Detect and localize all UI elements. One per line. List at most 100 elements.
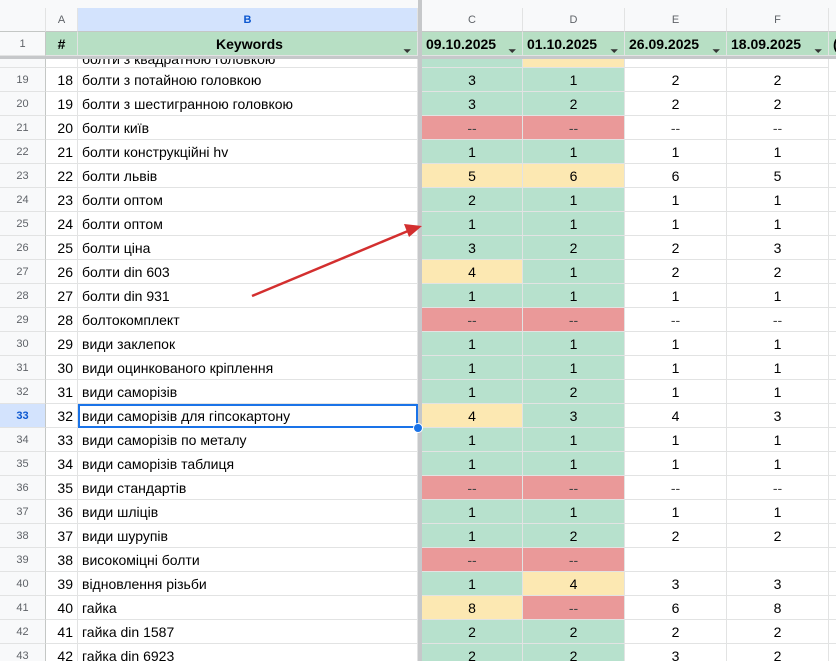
cell-value[interactable]: 1	[422, 524, 523, 548]
cell-value[interactable]: 4	[523, 572, 625, 596]
cell-value[interactable]: --	[727, 116, 829, 140]
header-date-2[interactable]: 01.10.2025 ⏷	[523, 32, 625, 56]
cell-number[interactable]: 21	[46, 140, 78, 164]
cell-value[interactable]: 1	[727, 500, 829, 524]
cell-value[interactable]: 3	[625, 644, 727, 661]
cell-number[interactable]: 28	[46, 308, 78, 332]
cell-keyword[interactable]: відновлення різьби	[78, 572, 418, 596]
cell-value[interactable]: 3	[422, 68, 523, 92]
cell-number[interactable]: 22	[46, 164, 78, 188]
cell-number[interactable]: 42	[46, 644, 78, 661]
cell-value[interactable]	[829, 428, 836, 452]
cell-number[interactable]: 40	[46, 596, 78, 620]
cell-value[interactable]: 3	[523, 404, 625, 428]
cell-value[interactable]: 2	[625, 620, 727, 644]
row-header[interactable]: 23	[0, 164, 46, 188]
cell-value[interactable]: 1	[523, 188, 625, 212]
cell-keyword[interactable]: гайка din 1587	[78, 620, 418, 644]
cell-value[interactable]: 2	[727, 524, 829, 548]
row-header-1[interactable]: 1	[0, 32, 46, 56]
cell-value[interactable]: 3	[727, 236, 829, 260]
cell-value[interactable]: --	[523, 116, 625, 140]
cell-value[interactable]: 3	[625, 572, 727, 596]
cell-value[interactable]: 1	[422, 332, 523, 356]
cell-value[interactable]	[829, 308, 836, 332]
cell-value[interactable]: --	[727, 308, 829, 332]
cell-value[interactable]: 1	[625, 284, 727, 308]
cell-value[interactable]	[829, 572, 836, 596]
row-header[interactable]: 35	[0, 452, 46, 476]
cell-value[interactable]: 2	[523, 524, 625, 548]
cell-number[interactable]: 31	[46, 380, 78, 404]
row-header[interactable]: 41	[0, 596, 46, 620]
cell-value[interactable]: --	[422, 548, 523, 572]
cell-value[interactable]: 1	[422, 212, 523, 236]
cell-value[interactable]: 1	[422, 572, 523, 596]
column-header-g[interactable]	[829, 8, 836, 32]
cell-value[interactable]: 2	[523, 92, 625, 116]
cell-keyword[interactable]: болти з шестигранною головкою	[78, 92, 418, 116]
cell-keyword[interactable]: болти з потайною головкою	[78, 68, 418, 92]
row-header[interactable]: 37	[0, 500, 46, 524]
cell-keyword[interactable]: болти din 603	[78, 260, 418, 284]
row-header[interactable]: 33	[0, 404, 46, 428]
cell-number[interactable]: 23	[46, 188, 78, 212]
cell-value[interactable]: 1	[523, 332, 625, 356]
header-date-4[interactable]: 18.09.2025 ⏷	[727, 32, 829, 56]
row-header[interactable]: 31	[0, 356, 46, 380]
cell-value[interactable]: 1	[523, 212, 625, 236]
cell-value[interactable]	[829, 284, 836, 308]
cell-number[interactable]: 26	[46, 260, 78, 284]
cell-number[interactable]: 27	[46, 284, 78, 308]
cell-value[interactable]	[625, 59, 727, 68]
cell-number[interactable]: 18	[46, 68, 78, 92]
cell-value[interactable]: 1	[727, 452, 829, 476]
cell-value[interactable]: 2	[727, 620, 829, 644]
cell-number[interactable]: 25	[46, 236, 78, 260]
cell-number[interactable]: 39	[46, 572, 78, 596]
cell-value[interactable]: 1	[422, 452, 523, 476]
cell-value[interactable]	[422, 59, 523, 68]
cell-value[interactable]	[829, 524, 836, 548]
filter-icon[interactable]: ⏷	[610, 46, 618, 56]
row-header[interactable]: 43	[0, 644, 46, 661]
column-header-f[interactable]: F	[727, 8, 829, 32]
cell-keyword[interactable]: болтокомплект	[78, 308, 418, 332]
cell-value[interactable]: 5	[727, 164, 829, 188]
cell-value[interactable]: 1	[625, 332, 727, 356]
cell-value[interactable]: 3	[727, 404, 829, 428]
cell-value[interactable]	[829, 380, 836, 404]
cell-keyword[interactable]: види шурупів	[78, 524, 418, 548]
cell-value[interactable]	[829, 500, 836, 524]
column-header-e[interactable]: E	[625, 8, 727, 32]
cell-value[interactable]	[829, 140, 836, 164]
cell-keyword[interactable]: болти ціна	[78, 236, 418, 260]
cell-value[interactable]: 2	[625, 68, 727, 92]
cell-value[interactable]: 2	[727, 260, 829, 284]
cell-value[interactable]: 1	[727, 356, 829, 380]
cell-number[interactable]: 20	[46, 116, 78, 140]
cell-value[interactable]: 1	[422, 284, 523, 308]
cell-value[interactable]: 1	[625, 380, 727, 404]
column-header-a[interactable]: A	[46, 8, 78, 32]
cell-value[interactable]: --	[523, 548, 625, 572]
cell-value[interactable]	[829, 68, 836, 92]
cell-value[interactable]: 1	[625, 356, 727, 380]
cell-value[interactable]: 1	[523, 356, 625, 380]
cell-value[interactable]: 1	[422, 140, 523, 164]
cell-value[interactable]: --	[523, 476, 625, 500]
cell-keyword[interactable]: види саморізів по металу	[78, 428, 418, 452]
cell-value[interactable]	[829, 620, 836, 644]
filter-icon[interactable]: ⏷	[403, 46, 411, 56]
row-header[interactable]: 26	[0, 236, 46, 260]
cell-value[interactable]: 2	[727, 68, 829, 92]
cell-value[interactable]	[829, 236, 836, 260]
cell-value[interactable]: 3	[422, 92, 523, 116]
row-header[interactable]: 38	[0, 524, 46, 548]
cell-value[interactable]	[829, 116, 836, 140]
cell-value[interactable]: 1	[625, 428, 727, 452]
cell-value[interactable]: 2	[422, 620, 523, 644]
cell-value[interactable]: 1	[422, 428, 523, 452]
cell-value[interactable]	[523, 59, 625, 68]
cell-value[interactable]: 1	[625, 140, 727, 164]
